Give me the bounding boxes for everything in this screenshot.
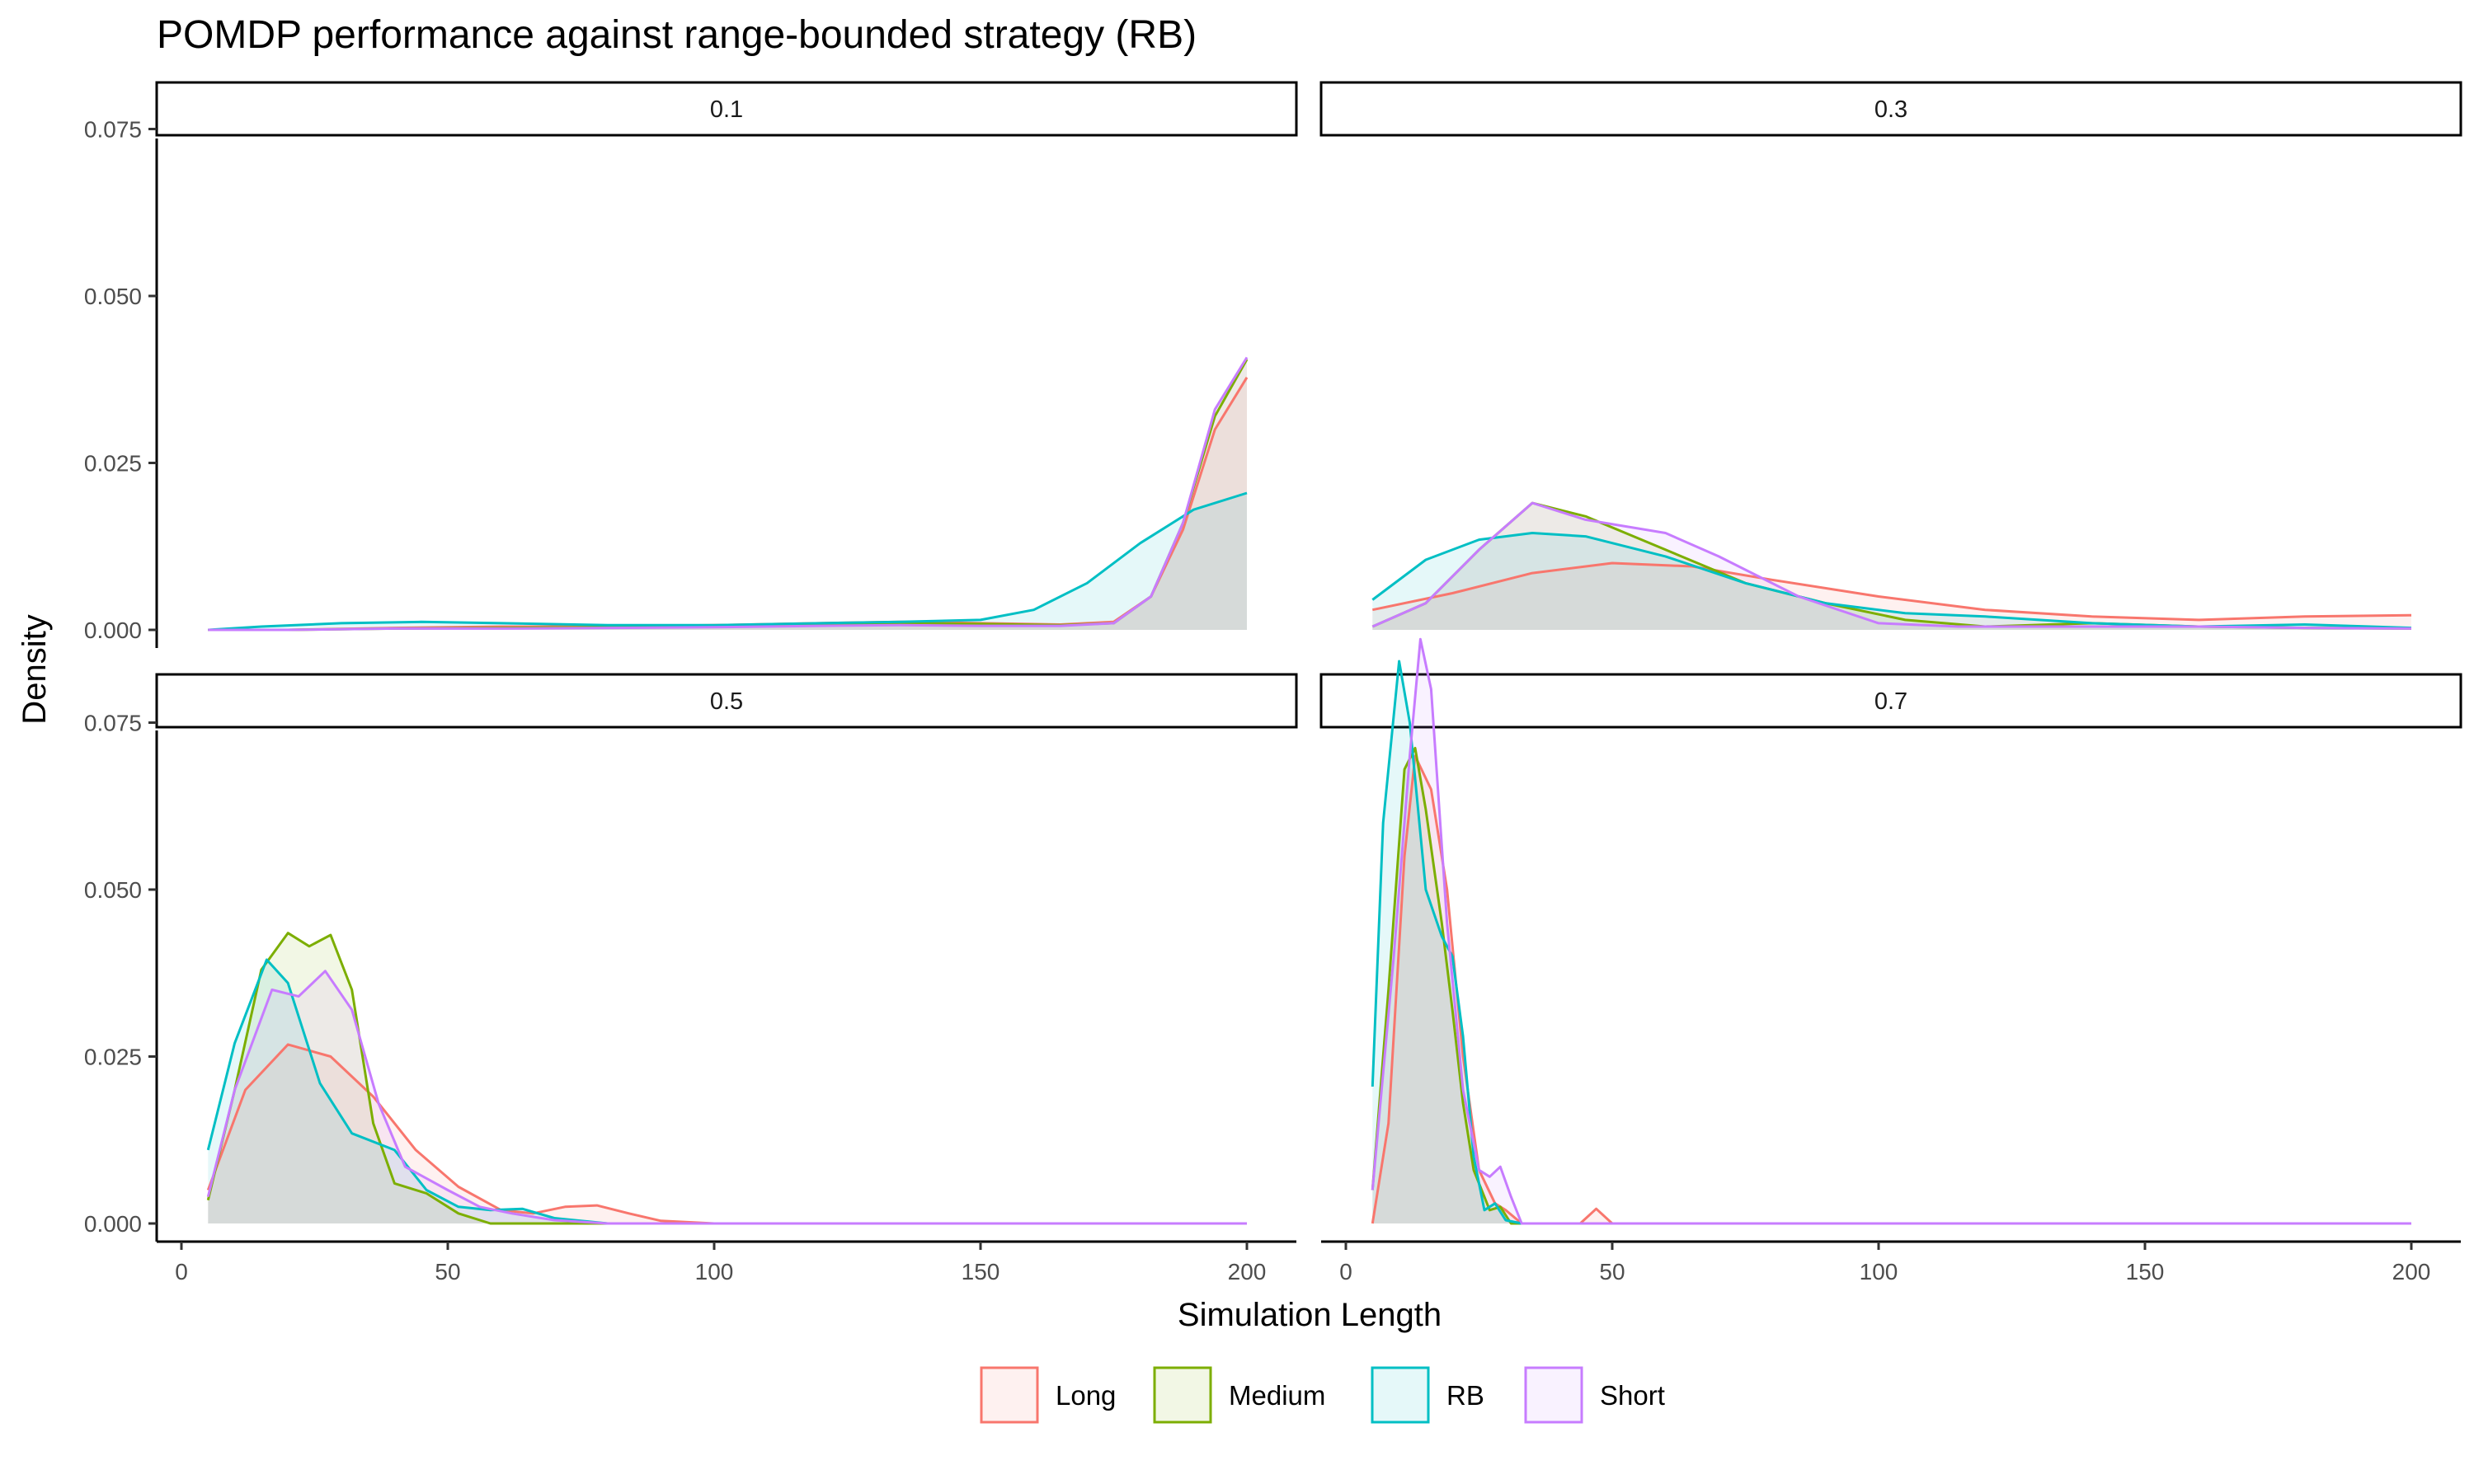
legend: Long Medium RB Short [980, 1366, 1665, 1424]
density-line-short [208, 356, 1249, 632]
density-line-medium [1371, 746, 2411, 1225]
facet-strip [1319, 673, 2462, 729]
x-tick-label: 100 [1860, 1259, 1898, 1284]
density-line-short [1371, 501, 2412, 630]
legend-label: Long [1056, 1380, 1116, 1411]
facet-strip-label: 0.7 [1874, 688, 1907, 715]
legend-item-medium: Medium [1153, 1366, 1325, 1424]
density-area-rb [1372, 533, 2411, 630]
legend-item-short: Short [1524, 1366, 1665, 1424]
density-line-short [206, 970, 1247, 1225]
density-line-short [1371, 637, 2411, 1225]
x-tick-label: 200 [2392, 1259, 2431, 1284]
facet-strip [155, 673, 1298, 729]
legend-label: Short [1600, 1380, 1665, 1411]
x-tick-label: 150 [962, 1259, 1000, 1284]
legend-key [1524, 1366, 1583, 1424]
facet-strip-label: 0.5 [710, 688, 743, 715]
density-area-rb [1372, 661, 2411, 1223]
legend-label: Medium [1229, 1380, 1325, 1411]
facet-panel-0.3: 0.3 [1319, 81, 2462, 630]
x-tick-label: 200 [1228, 1259, 1267, 1284]
y-tick-label: 0.075 [84, 117, 142, 143]
density-area-short [208, 970, 1247, 1223]
legend-item-rb: RB [1371, 1366, 1484, 1424]
x-tick-label: 0 [1339, 1259, 1352, 1284]
y-tick-label: 0.050 [84, 284, 142, 309]
density-area-medium [1372, 748, 2411, 1223]
y-tick-label: 0.000 [84, 1211, 142, 1237]
facet-strip [155, 81, 1298, 137]
legend-item-long: Long [980, 1366, 1116, 1424]
legend-key [1371, 1366, 1430, 1424]
facet-strip-label: 0.3 [1874, 96, 1907, 123]
x-tick-label: 50 [1599, 1259, 1625, 1284]
density-line-long [1371, 754, 2411, 1225]
facet-panel-0.7: 0.7 0 50 100 150 200 [1319, 637, 2462, 1284]
facet-panel-0.5: 0.5 0.000 0.025 0.050 0.075 0 50 100 150 200 [84, 673, 1298, 1284]
y-tick-label: 0.000 [84, 618, 142, 643]
x-axis-title: Simulation Length [1178, 1297, 1442, 1333]
density-area-medium [1372, 503, 2411, 630]
y-tick-label: 0.025 [84, 451, 142, 477]
y-axis-title: Density [16, 614, 53, 724]
y-tick-label: 0.075 [84, 711, 142, 736]
x-tick-label: 50 [435, 1259, 460, 1284]
facet-strip [1319, 81, 2462, 137]
density-area-long [1372, 563, 2411, 630]
density-area-rb [208, 493, 1247, 630]
density-line-rb [208, 491, 1248, 632]
chart-title: POMDP performance against range-bounded … [157, 13, 1197, 57]
density-area-rb [208, 960, 1247, 1223]
density-area-long [208, 1044, 1247, 1223]
y-tick-label: 0.050 [84, 877, 142, 903]
density-area-long [1372, 756, 2411, 1223]
density-area-medium [208, 932, 1247, 1223]
x-tick-label: 150 [2126, 1259, 2165, 1284]
x-tick-label: 100 [695, 1259, 734, 1284]
facet-strip-label: 0.1 [710, 96, 743, 123]
density-line-rb [1371, 660, 2411, 1225]
facet-panels: 0.10.0000.0250.0500.0750.30.50.0000.0250… [84, 81, 2462, 1284]
density-area-long [208, 377, 1247, 630]
y-tick-label: 0.025 [84, 1045, 142, 1070]
legend-label: RB [1446, 1380, 1484, 1411]
facet-panel-0.1: 0.1 0.000 0.025 0.050 0.075 [84, 81, 1298, 648]
x-tick-label: 0 [175, 1259, 188, 1284]
legend-key [980, 1366, 1039, 1424]
legend-key [1153, 1366, 1212, 1424]
density-line-long [1371, 561, 2412, 622]
